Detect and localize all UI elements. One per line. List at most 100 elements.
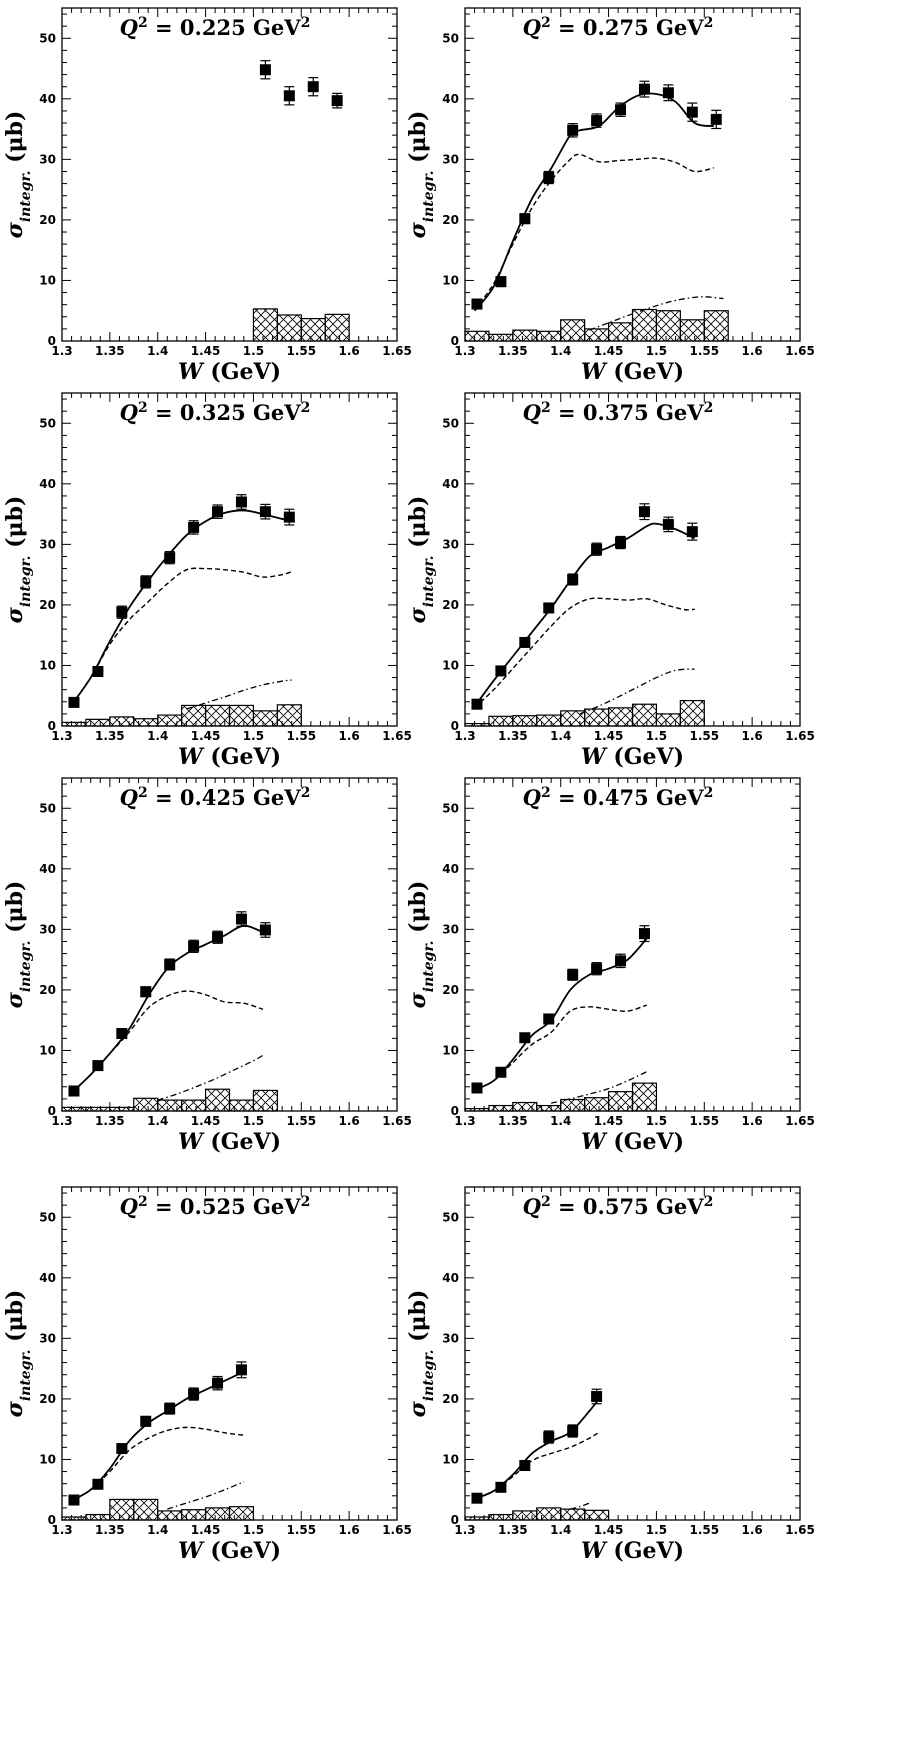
data-marker	[140, 986, 152, 998]
dashed-curve	[70, 567, 292, 706]
q2-symbol: Q	[523, 400, 541, 425]
systematic-bar	[204, 1088, 231, 1112]
x-axis-title: W (GeV)	[581, 1129, 684, 1155]
y-axis-symbol: σ	[405, 1400, 431, 1417]
data-marker	[686, 106, 698, 118]
data-point	[471, 298, 483, 310]
systematic-bar	[204, 1507, 231, 1521]
systematic-histogram	[61, 1498, 255, 1521]
q2-symbol: Q	[120, 1194, 138, 1219]
x-tick-label: 1.6	[742, 1114, 763, 1128]
systematic-bar	[679, 699, 705, 727]
systematic-bar	[133, 1097, 159, 1112]
x-tick-label: 1.55	[689, 344, 719, 358]
x-axis-unit: (GeV)	[606, 359, 684, 385]
systematic-bar	[109, 716, 135, 727]
x-axis-symbol: W	[178, 359, 205, 385]
q2-unit-exponent: 2	[704, 400, 714, 416]
data-marker	[615, 955, 627, 967]
y-tick-label: 20	[39, 983, 56, 997]
solid-curve	[474, 1398, 600, 1500]
x-tick-label: 1.55	[286, 1114, 316, 1128]
x-tick-label: 1.35	[95, 1523, 125, 1537]
x-tick-label: 1.4	[550, 729, 571, 743]
x-tick-label: 1.4	[147, 344, 168, 358]
q2-exponent: 2	[541, 785, 551, 801]
data-marker	[567, 124, 579, 136]
y-axis-title: σintegr. (μb)	[405, 496, 437, 624]
panel-title: Q2 = 0.475 GeV2	[523, 785, 714, 810]
data-point	[519, 213, 531, 225]
data-point	[188, 520, 200, 535]
data-point	[638, 503, 650, 521]
q2-exponent: 2	[138, 1194, 148, 1210]
data-point	[567, 1424, 579, 1438]
y-axis-title: σintegr. (μb)	[2, 1290, 34, 1418]
data-marker	[638, 506, 650, 518]
data-point	[495, 276, 507, 288]
x-tick-label: 1.4	[550, 344, 571, 358]
y-tick-label: 0	[48, 334, 56, 348]
data-point	[495, 1066, 507, 1078]
y-tick-label: 30	[442, 922, 459, 936]
systematic-bar	[252, 1089, 278, 1112]
x-axis-title: W (GeV)	[581, 359, 684, 385]
systematic-histogram	[464, 1082, 658, 1112]
data-point	[543, 602, 555, 614]
dashdot-curve	[157, 1054, 264, 1101]
x-tick-label: 1.6	[339, 729, 360, 743]
data-point	[164, 551, 176, 565]
data-marker	[259, 924, 271, 936]
y-axis-unit: (μb)	[2, 111, 28, 171]
data-marker	[567, 1425, 579, 1437]
systematic-bar	[276, 704, 302, 727]
data-point	[92, 666, 104, 678]
y-tick-label: 20	[442, 598, 459, 612]
panel-title: Q2 = 0.375 GeV2	[523, 400, 714, 425]
systematic-bar	[276, 314, 302, 342]
y-tick-label: 30	[39, 152, 56, 166]
q2-unit-exponent: 2	[301, 15, 311, 31]
data-point	[710, 109, 722, 130]
y-axis-title: σintegr. (μb)	[2, 111, 34, 239]
y-tick-label: 50	[442, 1210, 459, 1224]
data-point	[140, 1415, 152, 1427]
x-tick-label: 1.65	[785, 1114, 815, 1128]
q2-symbol: Q	[523, 785, 541, 810]
y-tick-label: 10	[39, 273, 56, 287]
y-tick-label: 50	[39, 801, 56, 815]
systematic-bar	[512, 1510, 538, 1521]
data-point	[212, 1375, 224, 1391]
x-tick-label: 1.45	[191, 729, 221, 743]
y-tick-label: 0	[451, 719, 459, 733]
data-marker	[543, 1013, 555, 1025]
data-point	[68, 696, 80, 708]
q2-value: = 0.225	[148, 15, 253, 40]
systematic-bar	[560, 1508, 586, 1521]
x-tick-label: 1.65	[785, 729, 815, 743]
data-marker	[567, 969, 579, 981]
q2-symbol: Q	[120, 785, 138, 810]
y-tick-label: 40	[442, 1271, 459, 1285]
x-tick-label: 1.5	[646, 1114, 667, 1128]
data-marker	[519, 1460, 531, 1472]
systematic-bar	[512, 329, 538, 342]
data-marker	[591, 543, 603, 555]
y-axis-symbol: σ	[2, 991, 28, 1008]
dashed-curve	[474, 1431, 600, 1500]
systematic-bar	[560, 1098, 586, 1112]
q2-value: = 0.475	[551, 785, 656, 810]
q2-symbol: Q	[523, 15, 541, 40]
data-marker	[591, 963, 603, 975]
data-marker	[212, 1377, 224, 1389]
data-marker	[543, 172, 555, 184]
y-axis-unit: (μb)	[2, 1290, 28, 1350]
systematic-bar	[85, 718, 111, 727]
data-point	[212, 930, 224, 944]
panel-title: Q2 = 0.325 GeV2	[120, 400, 311, 425]
y-tick-label: 30	[442, 537, 459, 551]
y-axis-title: σintegr. (μb)	[405, 881, 437, 1009]
x-tick-label: 1.55	[689, 729, 719, 743]
x-axis-unit: (GeV)	[203, 359, 281, 385]
